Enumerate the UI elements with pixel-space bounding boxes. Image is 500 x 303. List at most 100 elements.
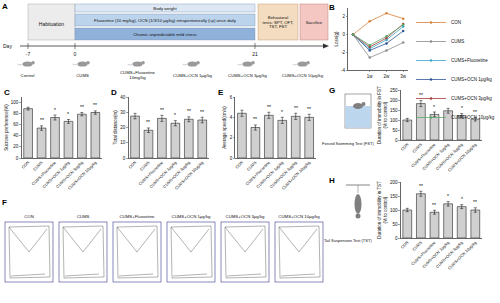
svg-text:TST, FST: TST, FST [269,24,288,29]
svg-text:CUMS+Fluoxetine: CUMS+Fluoxetine [31,159,58,186]
svg-text:G: G [329,86,335,95]
svg-text:60: 60 [13,122,19,127]
svg-text:CON: CON [127,160,137,170]
svg-text:**: ** [187,108,191,114]
svg-text:10mg/kg: 10mg/kg [129,75,146,80]
svg-text:100: 100 [390,118,398,123]
svg-text:CUMS+OCN 3μg/kg: CUMS+OCN 3μg/kg [162,160,191,189]
svg-text:tests: SPT, OFT,: tests: SPT, OFT, [262,20,293,25]
svg-text:CUMS+OCN 3μg/kg: CUMS+OCN 3μg/kg [228,73,268,78]
svg-text:-7: -7 [26,51,31,57]
svg-text:CUMS: CUMS [77,214,90,219]
svg-text:30: 30 [120,110,126,115]
svg-text:**: ** [200,109,204,115]
svg-text:A: A [2,2,8,11]
svg-text:CON: CON [400,142,410,152]
svg-text:CUMS+OCN 3μg/kg: CUMS+OCN 3μg/kg [55,160,84,189]
svg-text:H: H [329,176,335,185]
svg-text:CUMS+OCN 1μg/kg: CUMS+OCN 1μg/kg [41,160,70,189]
svg-text:Duration of immobility in TST(: Duration of immobility in TST(% to contr… [377,181,388,239]
svg-text:150: 150 [390,108,398,113]
svg-text:CUMS+OCN 1μg/kg: CUMS+OCN 1μg/kg [148,160,177,189]
svg-text:50: 50 [392,128,398,133]
svg-text:40: 40 [13,133,19,138]
svg-text:CUMS+OCN 1μg/kg: CUMS+OCN 1μg/kg [173,73,213,78]
svg-text:*: * [461,196,463,202]
svg-text:20: 20 [120,125,126,130]
svg-text:Total distance(m): Total distance(m) [113,110,118,145]
svg-text:CUMS: CUMS [32,160,44,172]
svg-text:CUMS: CUMS [411,142,423,154]
svg-text:3w: 3w [400,74,407,79]
svg-text:0: 0 [395,236,398,241]
svg-text:0: 0 [16,156,19,161]
svg-text:*: * [447,193,449,199]
svg-text:*: * [281,109,283,115]
svg-text:0: 0 [342,32,345,37]
svg-text:CUMS+OCN 3μg/kg: CUMS+OCN 3μg/kg [435,142,464,171]
svg-text:100: 100 [390,208,398,213]
svg-text:CUMS+OCN 10μg/kg: CUMS+OCN 10μg/kg [282,73,324,78]
svg-text:CON: CON [451,20,461,25]
svg-text:CON: CON [20,160,30,170]
svg-text:*: * [54,107,56,113]
svg-text:**: ** [307,106,311,112]
svg-text:CUMS: CUMS [411,240,423,252]
svg-text:Control: Control [21,73,35,78]
svg-text:-2: -2 [341,50,345,55]
svg-text:150: 150 [390,194,398,199]
svg-text:CUMS+Fluoxetine: CUMS+Fluoxetine [410,141,437,168]
svg-text:*: * [433,104,435,110]
svg-text:CUMS+OCN 3μg/kg: CUMS+OCN 3μg/kg [451,96,492,101]
svg-text:Tail Suspension Test (TST): Tail Suspension Test (TST) [324,238,372,243]
svg-text:CUMS+Fluoxetine: CUMS+Fluoxetine [244,159,271,186]
svg-text:CUMS+Fluoxetine: CUMS+Fluoxetine [137,159,164,186]
svg-text:CUMS+OCN 10μg/kg: CUMS+OCN 10μg/kg [447,240,478,271]
svg-text:C: C [4,88,10,97]
svg-text:2w: 2w [384,74,391,79]
svg-text:*: * [461,105,463,111]
svg-text:CUMS+OCN 3μg/kg: CUMS+OCN 3μg/kg [269,160,298,189]
svg-text:Forced Swimming Test (FST): Forced Swimming Test (FST) [322,141,374,146]
svg-text:-4: -4 [341,68,345,73]
svg-text:**: ** [253,116,257,122]
svg-text:**: ** [160,107,164,113]
svg-text:6: 6 [230,95,233,100]
svg-text:Sucrose preference(%): Sucrose preference(%) [4,104,9,151]
svg-text:2: 2 [230,135,233,140]
svg-text:10: 10 [120,140,126,145]
svg-text:Sacrifice: Sacrifice [306,20,323,25]
svg-text:50: 50 [392,222,398,227]
svg-text:250: 250 [390,88,398,93]
svg-text:2: 2 [342,14,345,19]
svg-text:CUMS+OCN 3μg/kg: CUMS+OCN 3μg/kg [226,214,266,219]
svg-text:20: 20 [13,144,19,149]
svg-text:CUMS+OCN 10μg/kg: CUMS+OCN 10μg/kg [67,160,98,191]
svg-text:CUMS+OCN 10μg/kg: CUMS+OCN 10μg/kg [174,160,205,191]
svg-text:**: ** [419,92,423,98]
svg-text:E: E [218,88,224,97]
svg-text:**: ** [419,183,423,189]
svg-text:**: ** [93,102,97,108]
svg-text:CUMS+OCN 1μg/kg: CUMS+OCN 1μg/kg [451,77,492,82]
svg-text:Habituation: Habituation [39,21,65,27]
svg-text:Chronic unpredictable mild str: Chronic unpredictable mild stress [133,32,197,37]
svg-text:0: 0 [123,156,126,161]
svg-text:Average speed(cm/s): Average speed(cm/s) [222,106,227,149]
svg-text:CUMS: CUMS [139,160,151,172]
svg-text:0: 0 [395,138,398,143]
svg-text:F: F [2,198,7,207]
svg-text:**: ** [473,109,477,115]
svg-text:**: ** [146,119,150,125]
svg-text:CUMS+OCN 1μg/kg: CUMS+OCN 1μg/kg [421,142,450,171]
svg-text:21: 21 [252,51,258,57]
svg-text:CON: CON [234,160,244,170]
svg-text:CUMS+OCN 1μg/kg: CUMS+OCN 1μg/kg [255,160,284,189]
svg-text:CUMS: CUMS [246,160,258,172]
svg-text:100: 100 [11,100,19,105]
svg-text:D: D [111,88,117,97]
svg-text:**: ** [294,105,298,111]
svg-text:4: 4 [230,115,233,120]
svg-text:200: 200 [390,180,398,185]
svg-text:CUMS+Fluoxetine: CUMS+Fluoxetine [410,239,437,266]
